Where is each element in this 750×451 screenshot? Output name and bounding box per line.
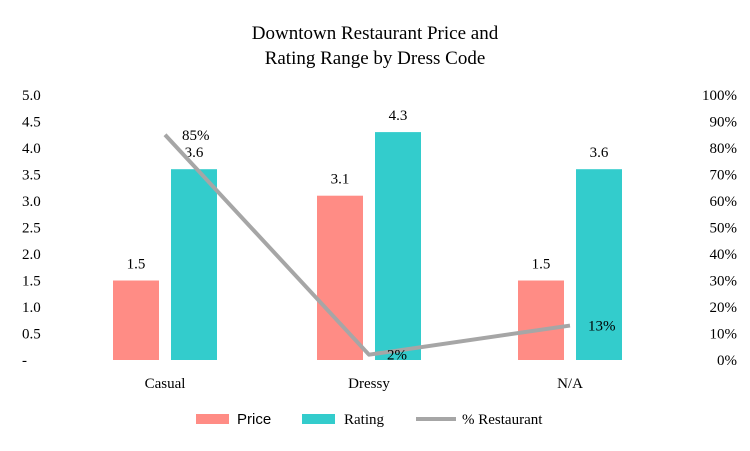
left-axis-tick-label: 3.5: [22, 168, 41, 184]
right-axis-tick-label: 10%: [710, 327, 738, 343]
bars: [113, 132, 622, 360]
bar-data-label: 4.3: [389, 108, 408, 124]
x-axis-category-label: N/A: [557, 376, 583, 392]
percent-restaurant-polyline: [163, 133, 571, 357]
right-axis-tick-label: 40%: [710, 247, 738, 263]
chart-title-line-1: Downtown Restaurant Price and: [252, 23, 499, 44]
line-data-label: 85%: [182, 128, 210, 144]
legend-label-price: Price: [237, 411, 271, 428]
bar-data-label: 1.5: [127, 257, 146, 273]
right-axis-tick-label: 80%: [710, 141, 738, 157]
percent-restaurant-line: 85% 2% 13%: [163, 128, 616, 364]
right-axis-tick-label: 60%: [710, 194, 738, 210]
x-axis-category-label: Casual: [145, 376, 186, 392]
left-axis-tick-label: 2.0: [22, 247, 41, 263]
bar-data-label: 3.1: [331, 172, 350, 188]
left-axis-tick-label: 4.0: [22, 141, 41, 157]
line-data-label: 2%: [387, 348, 407, 364]
bar-rating-na: [576, 169, 622, 360]
right-axis-tick-label: 30%: [710, 274, 738, 290]
left-axis-tick-label: 3.0: [22, 194, 41, 210]
bar-rating-dressy: [375, 132, 421, 360]
legend-label-rating: Rating: [344, 412, 384, 428]
bar-price-na: [518, 280, 564, 360]
right-axis-tick-label: 100%: [702, 88, 737, 104]
chart-title: Downtown Restaurant Price and Rating Ran…: [252, 23, 499, 69]
bar-price-dressy: [317, 195, 363, 360]
left-y-axis: - 0.5 1.0 1.5 2.0 2.5 3.0 3.5 4.0 4.5 5.0: [22, 88, 41, 369]
left-axis-tick-label: 4.5: [22, 115, 41, 131]
bar-data-label: 1.5: [532, 257, 551, 273]
bar-data-labels: 1.5 3.1 1.5 3.6 4.3 3.6: [127, 108, 609, 272]
left-axis-tick-label: 1.0: [22, 300, 41, 316]
legend: Price Rating % Restaurant: [196, 411, 543, 428]
left-axis-tick-label: -: [22, 353, 27, 369]
right-axis-tick-label: 0%: [717, 353, 737, 369]
right-axis-tick-label: 70%: [710, 168, 738, 184]
bar-data-label: 3.6: [590, 145, 609, 161]
right-axis-tick-label: 90%: [710, 115, 738, 131]
left-axis-tick-label: 1.5: [22, 274, 41, 290]
legend-swatch-rating: [302, 414, 335, 424]
legend-label-percent-restaurant: % Restaurant: [462, 412, 543, 428]
chart-title-line-2: Rating Range by Dress Code: [265, 48, 486, 69]
right-axis-tick-label: 50%: [710, 221, 738, 237]
bar-rating-casual: [171, 169, 217, 360]
left-axis-tick-label: 0.5: [22, 327, 41, 343]
x-axis-category-labels: Casual Dressy N/A: [145, 376, 583, 392]
bar-data-label: 3.6: [185, 145, 204, 161]
right-y-axis: 0% 10% 20% 30% 40% 50% 60% 70% 80% 90% 100%: [702, 88, 737, 369]
left-axis-tick-label: 5.0: [22, 88, 41, 104]
legend-swatch-price: [196, 414, 229, 424]
bar-price-casual: [113, 280, 159, 360]
line-data-label: 13%: [588, 319, 616, 335]
right-axis-tick-label: 20%: [710, 300, 738, 316]
x-axis-category-label: Dressy: [348, 376, 390, 392]
left-axis-tick-label: 2.5: [22, 221, 41, 237]
